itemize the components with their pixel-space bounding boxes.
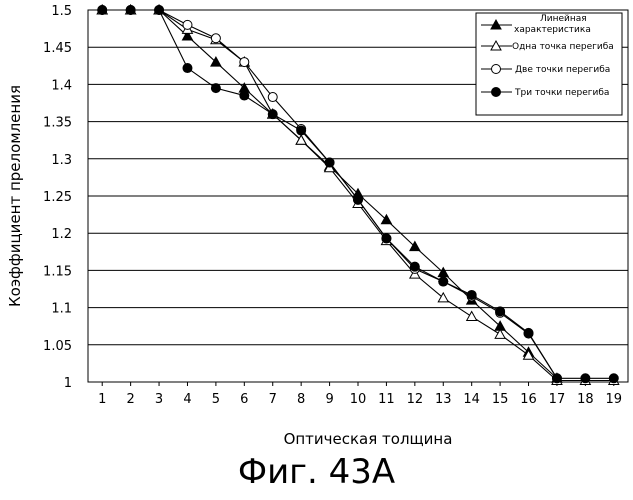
data-point	[211, 84, 220, 93]
data-point	[609, 374, 618, 383]
y-tick-label: 1	[64, 376, 72, 391]
data-point	[240, 58, 249, 67]
x-tick-label: 8	[297, 392, 305, 407]
y-tick-label: 1.25	[43, 190, 72, 205]
y-tick-label: 1.1	[51, 302, 72, 317]
y-tick-label: 1.15	[43, 264, 72, 279]
data-point	[268, 110, 277, 119]
x-axis-label: Оптическая толщина	[284, 430, 453, 448]
x-tick-label: 5	[212, 392, 220, 407]
data-point	[438, 293, 448, 302]
refractive-index-chart: 11.051.11.151.21.251.31.351.41.451.51234…	[0, 0, 633, 450]
x-tick-label: 3	[155, 392, 163, 407]
data-point	[410, 262, 419, 271]
y-tick-label: 1.2	[51, 227, 72, 242]
x-tick-label: 14	[463, 392, 480, 407]
y-tick-label: 1.5	[51, 4, 72, 19]
data-point	[98, 6, 107, 15]
x-tick-label: 19	[606, 392, 623, 407]
data-point	[581, 374, 590, 383]
x-tick-label: 7	[269, 392, 277, 407]
x-tick-label: 11	[378, 392, 395, 407]
data-point	[325, 158, 334, 167]
data-point	[496, 307, 505, 316]
data-point	[492, 65, 501, 74]
x-tick-label: 9	[325, 392, 333, 407]
x-tick-label: 2	[126, 392, 134, 407]
x-tick-label: 18	[577, 392, 594, 407]
data-point	[467, 312, 477, 321]
y-axis-label: Коэффициент преломления	[6, 85, 24, 307]
legend: Линейнаяхарактеристика Одна точка перегиб…	[476, 13, 622, 115]
x-tick-label: 13	[435, 392, 452, 407]
data-point	[211, 34, 220, 43]
y-tick-label: 1.35	[43, 116, 72, 131]
x-tick-label: 4	[183, 392, 191, 407]
legend-label: Одна точка перегиба	[512, 42, 614, 52]
legend-label: Три точки перегиба	[514, 88, 609, 98]
figure-caption: Фиг. 43А	[0, 452, 633, 492]
y-tick-label: 1.45	[43, 41, 72, 56]
legend-label: Две точки перегиба	[515, 65, 610, 75]
data-point	[354, 195, 363, 204]
x-tick-label: 16	[520, 392, 537, 407]
x-tick-label: 17	[549, 392, 566, 407]
legend-label: Линейная	[540, 14, 587, 24]
data-point	[240, 91, 249, 100]
data-point	[183, 64, 192, 73]
data-point	[382, 234, 391, 243]
y-tick-label: 1.4	[51, 78, 72, 93]
data-point	[467, 290, 476, 299]
data-point	[126, 6, 135, 15]
data-point	[495, 329, 505, 338]
data-point	[552, 374, 561, 383]
data-point	[268, 93, 277, 102]
data-point	[492, 88, 501, 97]
data-point	[297, 126, 306, 135]
x-tick-label: 15	[492, 392, 509, 407]
data-point	[439, 277, 448, 286]
data-point	[524, 328, 533, 337]
y-tick-label: 1.3	[51, 153, 72, 168]
x-tick-label: 10	[350, 392, 367, 407]
y-tick-label: 1.05	[43, 339, 72, 354]
x-tick-label: 1	[98, 392, 106, 407]
x-tick-label: 12	[407, 392, 424, 407]
x-tick-label: 6	[240, 392, 248, 407]
legend-label: характеристика	[514, 25, 591, 35]
data-point	[183, 20, 192, 29]
data-point	[155, 6, 164, 15]
